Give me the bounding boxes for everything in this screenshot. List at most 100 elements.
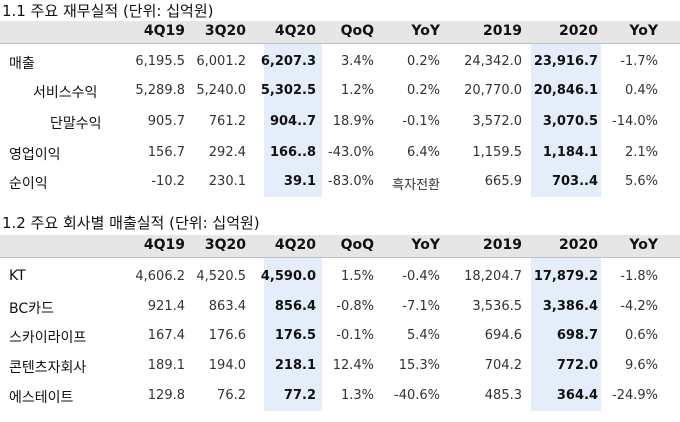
table2-cell: 17,879.2 xyxy=(533,269,598,284)
table2-header-0: 4Q19 xyxy=(143,237,185,253)
table2-row-label: 에스테이트 xyxy=(9,390,74,406)
table2-header-2: 4Q20 xyxy=(274,237,316,253)
table2-row-label: 콘텐츠자회사 xyxy=(9,360,87,376)
table1-cell: 18.9% xyxy=(332,114,374,129)
table2-row-label: BC카드 xyxy=(9,301,54,317)
table1-row-label: 단말수익 xyxy=(50,116,102,132)
table1-cell: 23,916.7 xyxy=(533,54,598,69)
table1-header-6: 2020 xyxy=(559,23,598,39)
table1-cell: 3.4% xyxy=(340,54,374,69)
table1-cell: -14.0% xyxy=(612,114,658,129)
table1-cell: 1,184.1 xyxy=(542,145,598,160)
table1-cell: 5,302.5 xyxy=(260,83,316,98)
table1-cell: 3,070.5 xyxy=(542,114,598,129)
table1-header-5: 2019 xyxy=(483,23,522,39)
table1-cell: 5,240.0 xyxy=(196,83,246,98)
table1-cell: 20,770.0 xyxy=(464,83,522,98)
table2-cell: 5.4% xyxy=(406,328,440,343)
table1-cell: 905.7 xyxy=(147,114,185,129)
table2-header-3: QoQ xyxy=(340,237,374,253)
table2-cell: 77.2 xyxy=(283,388,316,403)
table2-cell: 694.6 xyxy=(484,328,522,343)
table1-cell: 6.4% xyxy=(406,145,440,160)
table2-cell: 15.3% xyxy=(398,358,440,373)
table2-cell: 3,386.4 xyxy=(542,299,598,314)
table1-highlight-2020 xyxy=(531,43,601,197)
table2-cell: 76.2 xyxy=(217,388,246,403)
table1-row-label: 서비스수익 xyxy=(33,85,98,101)
table2-cell: -7.1% xyxy=(402,299,440,314)
table1-header-7: YoY xyxy=(629,23,658,39)
table1-cell: 1,159.5 xyxy=(472,145,522,160)
table1-cell: -83.0% xyxy=(328,174,374,189)
table1-cell: 0.2% xyxy=(406,54,440,69)
table2-cell: 4,590.0 xyxy=(260,269,316,284)
table1-cell: 1.2% xyxy=(340,83,374,98)
table1-header-2: 4Q20 xyxy=(274,23,316,39)
table1-header-0: 4Q19 xyxy=(143,23,185,39)
table1-cell: 5,289.8 xyxy=(135,83,185,98)
table1-header-divider xyxy=(0,43,680,44)
table2-cell: 0.6% xyxy=(624,328,658,343)
table2-cell: 1.5% xyxy=(340,269,374,284)
table2-cell: 698.7 xyxy=(556,328,598,343)
table1-row-label: 매출 xyxy=(9,56,35,72)
table2-cell: -0.1% xyxy=(336,328,374,343)
table1-cell: -10.2 xyxy=(151,174,185,189)
table2-cell: 1.3% xyxy=(340,388,374,403)
table2-cell: 194.0 xyxy=(208,358,246,373)
table2-cell: 176.6 xyxy=(208,328,246,343)
table1-cell: 3,572.0 xyxy=(472,114,522,129)
table2-cell: 129.8 xyxy=(147,388,185,403)
table1-cell: 166..8 xyxy=(269,145,316,160)
table2-cell: 12.4% xyxy=(332,358,374,373)
table2-header-divider xyxy=(0,257,680,258)
table2-title: 1.2 주요 회사별 매출실적 (단위: 십억원) xyxy=(2,214,260,232)
table1-cell: 6,207.3 xyxy=(260,54,316,69)
table2-cell: -0.8% xyxy=(336,299,374,314)
table2-header-band xyxy=(0,235,680,257)
table2-cell: 772.0 xyxy=(556,358,598,373)
table2-header-6: 2020 xyxy=(559,237,598,253)
table1-cell: 6,001.2 xyxy=(196,54,246,69)
table1-cell: 665.9 xyxy=(484,174,522,189)
table2-cell: 176.5 xyxy=(274,328,316,343)
table2-cell: 189.1 xyxy=(147,358,185,373)
table1-cell: 156.7 xyxy=(147,145,185,160)
table2-cell: -0.4% xyxy=(402,269,440,284)
table1-cell: 2.1% xyxy=(624,145,658,160)
table2-cell: -24.9% xyxy=(612,388,658,403)
table1-cell: -0.1% xyxy=(402,114,440,129)
table2-cell: 863.4 xyxy=(208,299,246,314)
table2-cell: -1.8% xyxy=(620,269,658,284)
table1-cell: 703..4 xyxy=(551,174,598,189)
table2-row-label: KT xyxy=(9,268,26,284)
table2-highlight-4q20 xyxy=(264,257,322,411)
table1-header-band xyxy=(0,21,680,43)
table1-cell: -1.7% xyxy=(620,54,658,69)
table1-cell: 24,342.0 xyxy=(464,54,522,69)
table1-header-4: YoY xyxy=(411,23,440,39)
table2-cell: -40.6% xyxy=(394,388,440,403)
table2-header-7: YoY xyxy=(629,237,658,253)
table2-cell: 3,536.5 xyxy=(472,299,522,314)
table1-cell: 0.4% xyxy=(624,83,658,98)
table2-header-5: 2019 xyxy=(483,237,522,253)
table2-cell: 4,520.5 xyxy=(196,269,246,284)
table1-cell: 39.1 xyxy=(283,174,316,189)
table2-cell: 4,606.2 xyxy=(135,269,185,284)
table2-cell: 921.4 xyxy=(147,299,185,314)
table1-row-label: 영업이익 xyxy=(9,147,61,163)
table2-header-1: 3Q20 xyxy=(204,237,246,253)
table1-row-label: 순이익 xyxy=(9,176,48,192)
table1-cell: 230.1 xyxy=(208,174,246,189)
table1-cell: 20,846.1 xyxy=(533,83,598,98)
table2-header-4: YoY xyxy=(411,237,440,253)
table1-header-3: QoQ xyxy=(340,23,374,39)
table1-cell: 0.2% xyxy=(406,83,440,98)
table2-cell: 18,204.7 xyxy=(464,269,522,284)
table1-cell: 292.4 xyxy=(208,145,246,160)
table1-cell: 761.2 xyxy=(208,114,246,129)
table2-cell: -4.2% xyxy=(620,299,658,314)
table2-row-label: 스카이라이프 xyxy=(9,330,87,346)
